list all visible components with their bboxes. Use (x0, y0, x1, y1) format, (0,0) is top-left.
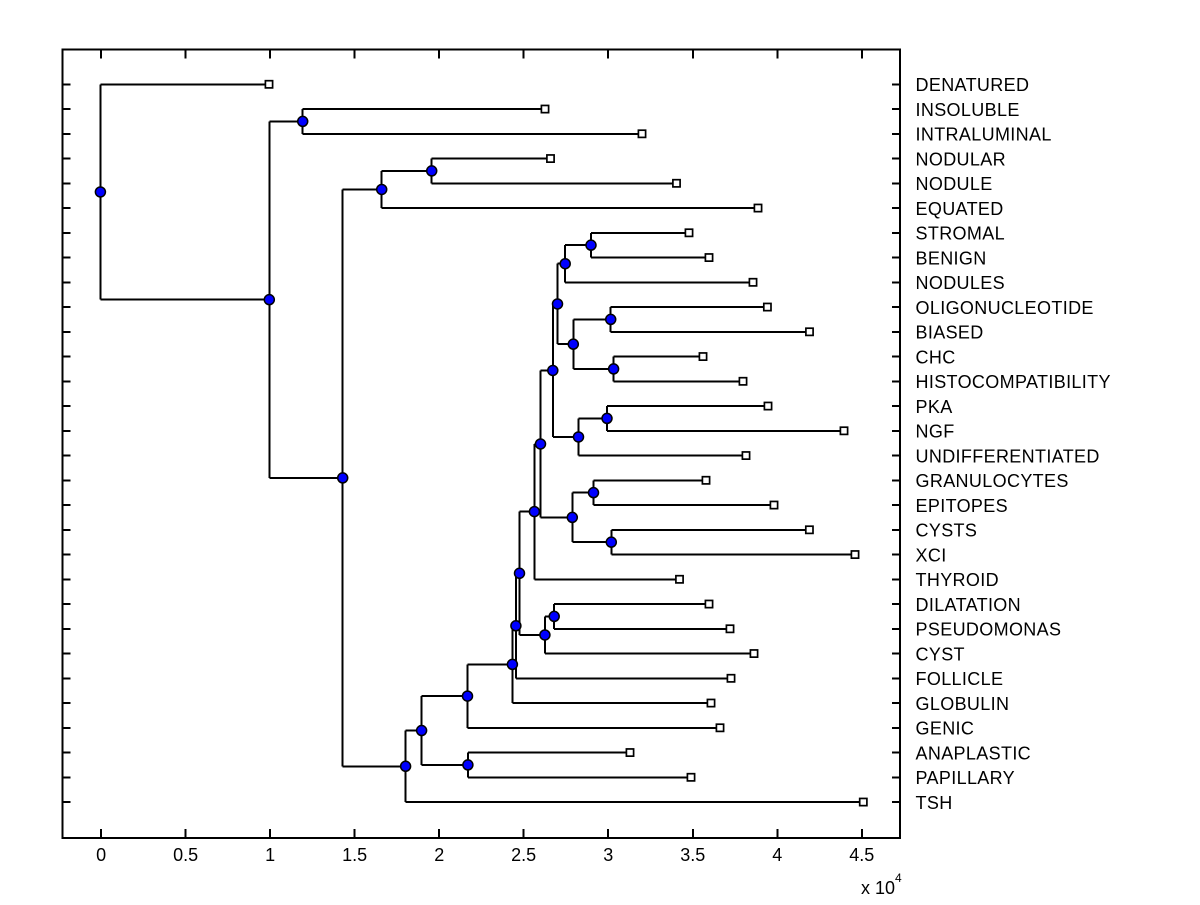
svg-text:BIASED: BIASED (916, 323, 984, 343)
svg-text:0.5: 0.5 (173, 845, 198, 865)
svg-text:NODULE: NODULE (916, 174, 993, 194)
svg-text:CHC: CHC (916, 347, 956, 367)
svg-text:1: 1 (265, 845, 275, 865)
svg-text:3: 3 (603, 845, 613, 865)
svg-text:2: 2 (434, 845, 444, 865)
svg-text:PAPILLARY: PAPILLARY (916, 768, 1016, 788)
svg-text:BENIGN: BENIGN (916, 248, 987, 268)
svg-text:GENIC: GENIC (916, 719, 975, 739)
svg-text:GLOBULIN: GLOBULIN (916, 694, 1010, 714)
svg-text:PSEUDOMONAS: PSEUDOMONAS (916, 620, 1062, 640)
svg-text:DENATURED: DENATURED (916, 75, 1030, 95)
svg-text:HISTOCOMPATIBILITY: HISTOCOMPATIBILITY (916, 372, 1111, 392)
svg-text:3.5: 3.5 (680, 845, 705, 865)
svg-text:EQUATED: EQUATED (916, 199, 1004, 219)
svg-text:NGF: NGF (916, 422, 955, 442)
svg-text:NODULAR: NODULAR (916, 149, 1006, 169)
svg-text:2.5: 2.5 (511, 845, 536, 865)
svg-text:PKA: PKA (916, 397, 953, 417)
svg-text:STROMAL: STROMAL (916, 224, 1005, 244)
svg-text:FOLLICLE: FOLLICLE (916, 669, 1004, 689)
svg-text:UNDIFFERENTIATED: UNDIFFERENTIATED (916, 446, 1100, 466)
svg-text:0: 0 (96, 845, 106, 865)
svg-text:NODULES: NODULES (916, 273, 1005, 293)
svg-text:OLIGONUCLEOTIDE: OLIGONUCLEOTIDE (916, 298, 1094, 318)
svg-text:CYST: CYST (916, 644, 965, 664)
svg-text:TSH: TSH (916, 793, 953, 813)
svg-text:INTRALUMINAL: INTRALUMINAL (916, 125, 1052, 145)
svg-text:1.5: 1.5 (342, 845, 367, 865)
svg-text:EPITOPES: EPITOPES (916, 496, 1009, 516)
svg-text:XCI: XCI (916, 545, 947, 565)
svg-text:INSOLUBLE: INSOLUBLE (916, 100, 1020, 120)
svg-text:GRANULOCYTES: GRANULOCYTES (916, 471, 1069, 491)
svg-text:4: 4 (772, 845, 782, 865)
svg-text:DILATATION: DILATATION (916, 595, 1022, 615)
svg-text:ANAPLASTIC: ANAPLASTIC (916, 743, 1032, 763)
svg-text:THYROID: THYROID (916, 570, 999, 590)
svg-text:4.5: 4.5 (849, 845, 874, 865)
svg-text:CYSTS: CYSTS (916, 521, 978, 541)
